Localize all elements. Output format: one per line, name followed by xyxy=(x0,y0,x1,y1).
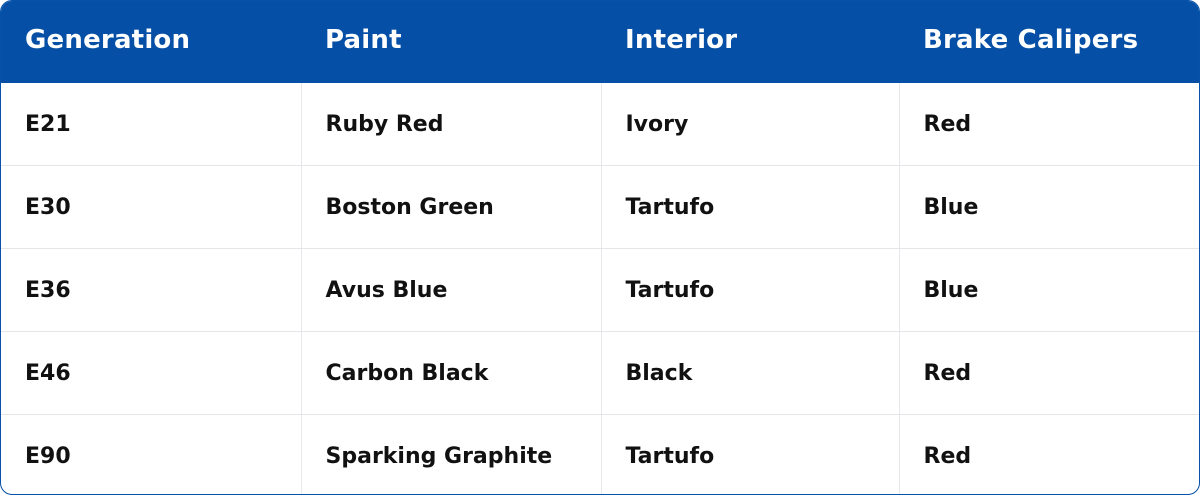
table-row: E90 Sparking Graphite Tartufo Red xyxy=(1,414,1199,494)
cell-brake-calipers: Red xyxy=(923,443,972,469)
cell-generation: E90 xyxy=(1,414,302,494)
cell-paint: Boston Green xyxy=(301,165,602,249)
column-header-interior: Interior xyxy=(601,1,899,83)
cell-interior: Tartufo xyxy=(601,414,900,494)
cell-interior: Tartufo xyxy=(601,248,900,332)
cell-brake-calipers: Blue xyxy=(899,165,1199,249)
cell-generation: E36 xyxy=(1,248,302,332)
cell-brake-calipers: Blue xyxy=(899,248,1199,332)
table-row: E36 Avus Blue Tartufo Blue xyxy=(1,248,1199,332)
column-header-brake-calipers: Brake Calipers xyxy=(899,1,1199,83)
cell-paint: Ruby Red xyxy=(301,83,602,166)
cell-generation: E21 xyxy=(1,83,302,166)
cell-interior: Ivory xyxy=(601,83,900,166)
header-row: Generation Paint Interior Brake Calipers xyxy=(1,1,1199,83)
cell-paint: Sparking Graphite xyxy=(301,414,602,494)
table-row: E21 Ruby Red Ivory Red xyxy=(1,83,1199,166)
cell-paint: Carbon Black xyxy=(301,331,602,415)
column-header-generation: Generation xyxy=(1,1,301,83)
table-row: E46 Carbon Black Black Red xyxy=(1,331,1199,415)
cell-paint: Avus Blue xyxy=(301,248,602,332)
cell-generation: E30 xyxy=(1,165,302,249)
table-row: E30 Boston Green Tartufo Blue xyxy=(1,165,1199,249)
cell-interior: Black xyxy=(601,331,900,415)
cell-brake-calipers: Red xyxy=(899,331,1199,415)
cell-interior: Tartufo xyxy=(601,165,900,249)
cell-brake-calipers: Red xyxy=(899,83,1199,166)
column-header-paint: Paint xyxy=(301,1,601,83)
cell-generation: E46 xyxy=(1,331,302,415)
